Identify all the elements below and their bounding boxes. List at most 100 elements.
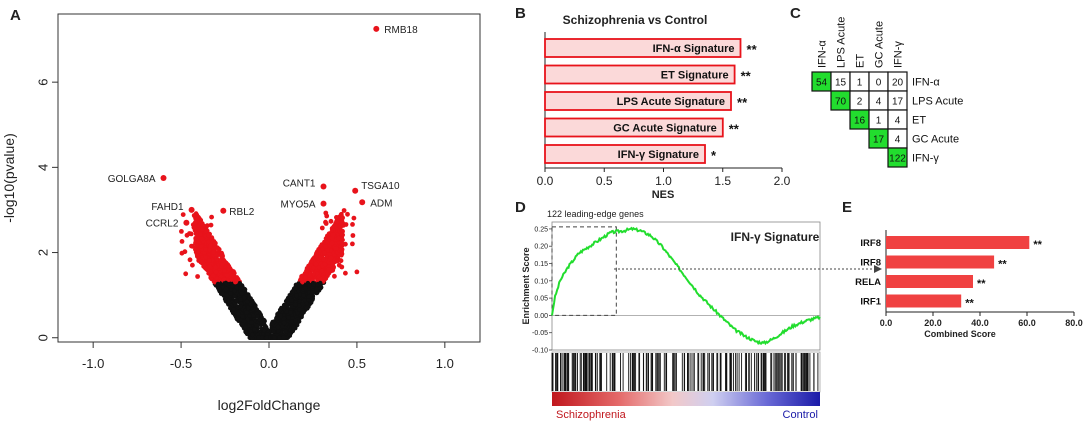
volcano-point: [339, 228, 344, 233]
labeled-gene-point: [359, 199, 366, 206]
volcano-point: [246, 293, 251, 299]
volcano-point: [338, 258, 344, 264]
volcano-point: [338, 212, 344, 217]
nes-x-tick-label: 1.0: [655, 174, 672, 188]
volcano-point: [196, 249, 201, 254]
volcano-point: [310, 296, 315, 302]
volcano-point: [210, 273, 216, 278]
volcano-point: [319, 225, 325, 231]
matrix-cell-value: 2: [857, 97, 863, 108]
volcano-point: [224, 293, 230, 298]
volcano-point: [330, 261, 335, 267]
panel-a-volcano-plot: A RMB18 GOLGA8A FAHD1 CCRL2 RBL2 CANT1 MYO5A TS…: [1, 7, 481, 413]
volcano-point: [309, 300, 314, 305]
volcano-point: [274, 316, 279, 322]
nes-chart-title: Schizophrenia vs Control: [563, 13, 708, 27]
volcano-point: [293, 282, 299, 287]
volcano-point: [203, 255, 208, 260]
matrix-cell-value: 16: [854, 116, 866, 127]
volcano-point: [191, 225, 197, 230]
volcano-point: [335, 219, 340, 224]
gsea-y-ticks: -0.10 -0.05 0.00 0.05 0.10 0.15 0.20 0.25: [532, 226, 552, 355]
volcano-point: [284, 309, 290, 314]
tf-x-tick-label: 20.0: [924, 318, 942, 328]
gene-label: FAHD1: [151, 202, 184, 213]
gsea-y-tick-label: -0.05: [532, 330, 548, 337]
volcano-point: [329, 240, 335, 246]
volcano-point: [221, 277, 227, 282]
volcano-point: [330, 267, 336, 273]
volcano-point: [297, 307, 302, 312]
volcano-point: [183, 271, 189, 277]
volcano-point: [304, 305, 310, 311]
nes-x-tick-label: 1.5: [714, 174, 731, 188]
volcano-point: [231, 307, 236, 312]
volcano-point: [332, 273, 337, 279]
volcano-point: [209, 214, 215, 220]
volcano-point: [298, 292, 303, 297]
nes-bar-label: LPS Acute Signature: [617, 96, 725, 108]
gsea-y-tick-label: 0.10: [534, 278, 548, 285]
matrix-column-label: LPS Acute: [836, 17, 848, 68]
volcano-point: [208, 269, 214, 275]
volcano-point: [323, 244, 328, 249]
gene-label: CANT1: [283, 179, 316, 190]
nes-x-tick-label: 2.0: [774, 174, 791, 188]
volcano-point: [289, 298, 294, 303]
panel-e-tf-bar-chart: E IRF8 ** IRF8 ** RELA ** IRF1 ** 0.0 20.0 40.0 60…: [842, 199, 1083, 339]
volcano-point: [300, 310, 305, 315]
matrix-cell-value: 4: [895, 116, 901, 127]
volcano-point: [289, 319, 295, 324]
phenotype-left-label: Schizophrenia: [556, 409, 627, 421]
phenotype-right-label: Control: [783, 409, 818, 421]
volcano-point: [180, 212, 186, 218]
volcano-point: [243, 329, 248, 334]
volcano-point: [326, 267, 332, 273]
volcano-point: [232, 288, 237, 294]
volcano-point: [325, 247, 330, 253]
volcano-point: [303, 275, 308, 280]
nes-x-tick-label: 0.0: [537, 174, 554, 188]
volcano-point: [232, 294, 237, 299]
volcano-point: [334, 215, 339, 220]
volcano-y-ticks: 0 2 4 6: [35, 79, 58, 341]
labeled-gene-point: [188, 206, 195, 213]
volcano-point: [286, 315, 291, 320]
volcano-point: [285, 297, 290, 302]
volcano-point: [250, 300, 256, 305]
volcano-point: [238, 304, 243, 309]
volcano-point: [340, 216, 345, 221]
volcano-point: [255, 314, 260, 319]
volcano-point: [318, 276, 323, 282]
volcano-point: [235, 317, 240, 322]
volcano-point: [300, 301, 306, 307]
tf-x-tick-label: 60.0: [1018, 318, 1036, 328]
panel-d-label: D: [515, 199, 526, 216]
nes-x-axis-label: NES: [652, 189, 675, 201]
volcano-point: [206, 239, 211, 245]
volcano-point: [288, 310, 293, 315]
volcano-point: [245, 299, 250, 304]
volcano-point: [234, 279, 239, 284]
nes-significance: **: [729, 122, 740, 137]
volcano-point: [209, 235, 215, 240]
volcano-point: [230, 273, 235, 278]
volcano-point: [272, 335, 277, 340]
volcano-point: [246, 305, 251, 311]
panel-c-overlap-matrix: C IFN-α LPS Acute ET GC Acute IFN-γ54 15 1 0 20 I…: [790, 5, 963, 168]
volcano-point: [242, 295, 247, 301]
tf-x-tick-label: 80.0: [1065, 318, 1083, 328]
matrix-column-label: GC Acute: [874, 21, 886, 68]
gsea-y-axis-label: Enrichment Score: [521, 247, 531, 324]
volcano-point: [275, 324, 281, 330]
nes-bar-label: IFN-α Signature: [653, 43, 735, 55]
volcano-point: [314, 286, 319, 292]
nes-bar: [544, 38, 742, 58]
nes-bars: IFN-α Signature ** ET Signature ** LPS Acute…: [544, 38, 758, 164]
volcano-point: [350, 241, 355, 247]
volcano-point: [240, 322, 245, 327]
gsea-y-tick-label: -0.10: [532, 348, 548, 355]
gene-label: TSGA10: [361, 181, 400, 192]
volcano-point: [228, 291, 233, 296]
overlap-matrix-cells: IFN-α LPS Acute ET GC Acute IFN-γ 54 15 1 0 20 IFN…: [811, 17, 963, 168]
